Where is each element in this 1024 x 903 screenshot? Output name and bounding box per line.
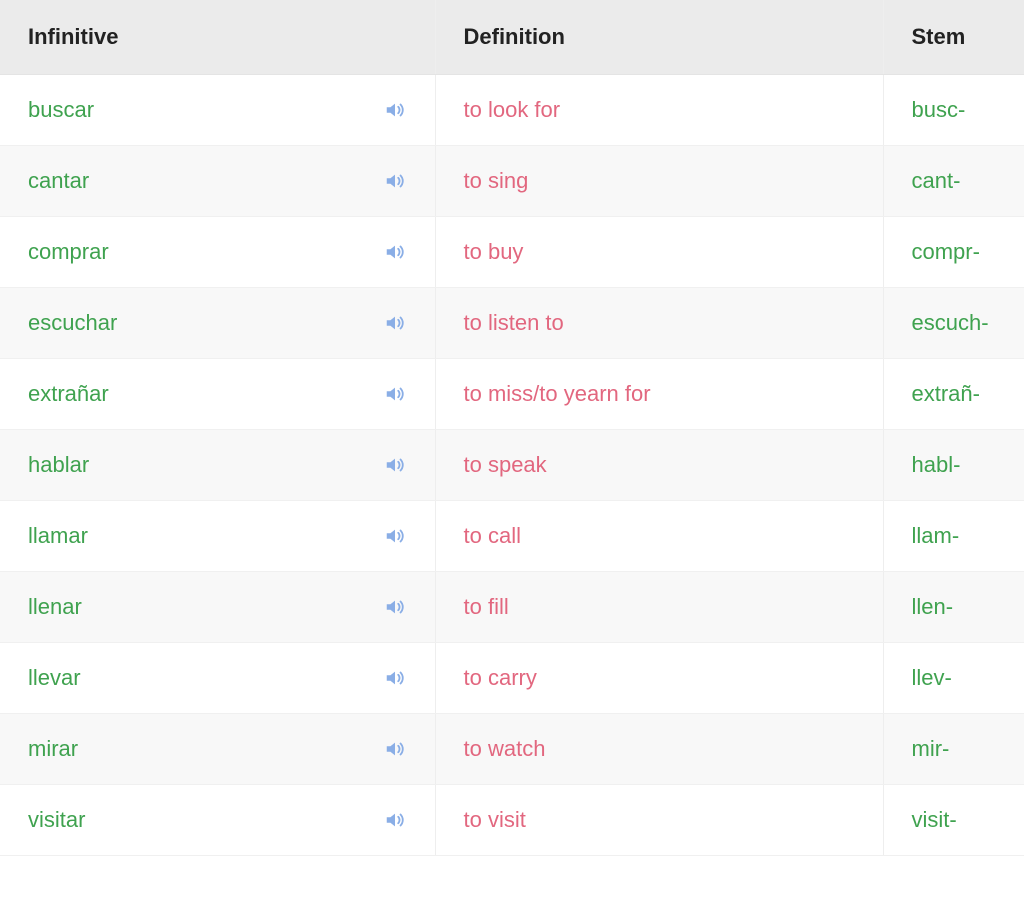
table-row: escuchar to listen to escuch- xyxy=(0,288,1024,359)
cell-stem: busc- xyxy=(883,75,1024,146)
infinitive-text: extrañar xyxy=(28,381,109,407)
cell-infinitive: extrañar xyxy=(0,359,435,430)
stem-text: visit- xyxy=(912,807,957,832)
definition-text: to look for xyxy=(464,97,561,122)
cell-infinitive: mirar xyxy=(0,714,435,785)
audio-icon[interactable] xyxy=(383,808,407,832)
stem-text: llam- xyxy=(912,523,960,548)
cell-definition: to speak xyxy=(435,430,883,501)
table-row: extrañar to miss/to yearn for extrañ- xyxy=(0,359,1024,430)
table-row: mirar to watch mir- xyxy=(0,714,1024,785)
cell-infinitive: visitar xyxy=(0,785,435,856)
stem-text: busc- xyxy=(912,97,966,122)
table-row: llamar to call llam- xyxy=(0,501,1024,572)
cell-definition: to fill xyxy=(435,572,883,643)
audio-icon[interactable] xyxy=(383,524,407,548)
cell-infinitive: llenar xyxy=(0,572,435,643)
cell-definition: to buy xyxy=(435,217,883,288)
stem-text: cant- xyxy=(912,168,961,193)
table-row: llevar to carry llev- xyxy=(0,643,1024,714)
cell-definition: to visit xyxy=(435,785,883,856)
cell-stem: mir- xyxy=(883,714,1024,785)
audio-icon[interactable] xyxy=(383,169,407,193)
infinitive-text: cantar xyxy=(28,168,89,194)
cell-stem: habl- xyxy=(883,430,1024,501)
cell-stem: llen- xyxy=(883,572,1024,643)
infinitive-text: llenar xyxy=(28,594,82,620)
audio-icon[interactable] xyxy=(383,98,407,122)
verb-table: Infinitive Definition Stem buscar to loo… xyxy=(0,0,1024,856)
infinitive-text: buscar xyxy=(28,97,94,123)
stem-text: compr- xyxy=(912,239,980,264)
cell-stem: visit- xyxy=(883,785,1024,856)
cell-definition: to watch xyxy=(435,714,883,785)
infinitive-text: llamar xyxy=(28,523,88,549)
infinitive-text: hablar xyxy=(28,452,89,478)
cell-definition: to carry xyxy=(435,643,883,714)
cell-definition: to sing xyxy=(435,146,883,217)
table-row: llenar to fill llen- xyxy=(0,572,1024,643)
table-header-row: Infinitive Definition Stem xyxy=(0,0,1024,75)
table-row: cantar to sing cant- xyxy=(0,146,1024,217)
cell-stem: llev- xyxy=(883,643,1024,714)
cell-stem: llam- xyxy=(883,501,1024,572)
cell-definition: to miss/to yearn for xyxy=(435,359,883,430)
cell-stem: extrañ- xyxy=(883,359,1024,430)
cell-infinitive: escuchar xyxy=(0,288,435,359)
stem-text: escuch- xyxy=(912,310,989,335)
col-header-definition: Definition xyxy=(435,0,883,75)
definition-text: to visit xyxy=(464,807,526,832)
cell-definition: to listen to xyxy=(435,288,883,359)
col-header-infinitive: Infinitive xyxy=(0,0,435,75)
definition-text: to buy xyxy=(464,239,524,264)
definition-text: to sing xyxy=(464,168,529,193)
table-row: visitar to visit visit- xyxy=(0,785,1024,856)
cell-infinitive: llevar xyxy=(0,643,435,714)
infinitive-text: comprar xyxy=(28,239,109,265)
cell-infinitive: hablar xyxy=(0,430,435,501)
audio-icon[interactable] xyxy=(383,666,407,690)
cell-stem: compr- xyxy=(883,217,1024,288)
table-row: hablar to speak habl- xyxy=(0,430,1024,501)
audio-icon[interactable] xyxy=(383,240,407,264)
cell-infinitive: llamar xyxy=(0,501,435,572)
stem-text: extrañ- xyxy=(912,381,980,406)
definition-text: to listen to xyxy=(464,310,564,335)
infinitive-text: llevar xyxy=(28,665,81,691)
cell-infinitive: comprar xyxy=(0,217,435,288)
audio-icon[interactable] xyxy=(383,737,407,761)
definition-text: to speak xyxy=(464,452,547,477)
infinitive-text: mirar xyxy=(28,736,78,762)
audio-icon[interactable] xyxy=(383,382,407,406)
stem-text: habl- xyxy=(912,452,961,477)
audio-icon[interactable] xyxy=(383,311,407,335)
cell-infinitive: cantar xyxy=(0,146,435,217)
cell-definition: to call xyxy=(435,501,883,572)
stem-text: llev- xyxy=(912,665,952,690)
table-row: buscar to look for busc- xyxy=(0,75,1024,146)
definition-text: to watch xyxy=(464,736,546,761)
audio-icon[interactable] xyxy=(383,453,407,477)
infinitive-text: escuchar xyxy=(28,310,117,336)
table-row: comprar to buy compr- xyxy=(0,217,1024,288)
definition-text: to call xyxy=(464,523,521,548)
stem-text: llen- xyxy=(912,594,954,619)
audio-icon[interactable] xyxy=(383,595,407,619)
infinitive-text: visitar xyxy=(28,807,85,833)
stem-text: mir- xyxy=(912,736,950,761)
cell-infinitive: buscar xyxy=(0,75,435,146)
cell-stem: escuch- xyxy=(883,288,1024,359)
col-header-stem: Stem xyxy=(883,0,1024,75)
cell-definition: to look for xyxy=(435,75,883,146)
definition-text: to fill xyxy=(464,594,509,619)
definition-text: to carry xyxy=(464,665,537,690)
definition-text: to miss/to yearn for xyxy=(464,381,651,406)
cell-stem: cant- xyxy=(883,146,1024,217)
